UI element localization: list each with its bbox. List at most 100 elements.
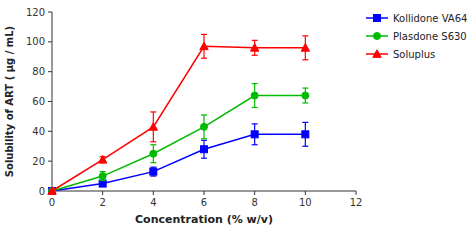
legend-swatch-marker (374, 33, 381, 40)
plot-area (48, 34, 310, 194)
y-tick (48, 12, 52, 13)
error-bar-cap (302, 122, 308, 123)
error-bar (302, 88, 308, 103)
data-point (251, 92, 258, 99)
y-tick (48, 41, 52, 42)
x-tick-label: 4 (150, 197, 156, 208)
error-bar (302, 122, 308, 146)
legend-item: Kollidone VA64 (366, 13, 467, 24)
x-tick-label: 10 (299, 197, 312, 208)
y-tick-label: 0 (39, 186, 45, 197)
data-point (150, 150, 157, 157)
legend-swatch-marker (374, 15, 381, 22)
data-point (99, 173, 106, 180)
x-tick-label: 6 (201, 197, 207, 208)
error-bar-cap (252, 123, 258, 124)
error-bar (252, 84, 258, 108)
y-tick-label: 20 (32, 156, 45, 167)
series-line (52, 96, 305, 191)
error-bar-cap (302, 146, 308, 147)
data-point (200, 42, 208, 50)
chart: 024681012020406080100120Concentration (%… (0, 0, 474, 231)
error-bar (252, 124, 258, 145)
data-point (99, 180, 106, 187)
error-bar-cap (201, 58, 207, 59)
error-bar-cap (201, 138, 207, 139)
y-tick-label: 60 (32, 96, 45, 107)
data-point (201, 123, 208, 130)
x-tick (305, 191, 306, 195)
legend-label: Soluplus (393, 49, 435, 60)
error-bar-cap (302, 35, 308, 36)
x-tick-label: 8 (251, 197, 257, 208)
error-bar-cap (252, 144, 258, 145)
error-bar-cap (150, 175, 156, 176)
x-tick (254, 191, 255, 195)
error-bar-cap (302, 59, 308, 60)
x-tick-label: 0 (49, 197, 55, 208)
x-tick-label: 2 (99, 197, 105, 208)
y-tick-label: 80 (32, 66, 45, 77)
series-line (52, 134, 305, 191)
error-bar-cap (201, 34, 207, 35)
legend: Kollidone VA64 Plasdone S630 Soluplus (366, 13, 467, 60)
y-tick (48, 131, 52, 132)
error-bar-cap (100, 180, 106, 181)
x-tick (153, 191, 154, 195)
error-bar-cap (201, 114, 207, 115)
error-bar-cap (150, 167, 156, 168)
data-point (250, 44, 258, 52)
data-point (98, 155, 106, 163)
data-point (302, 92, 309, 99)
data-point (149, 123, 157, 131)
data-point (201, 146, 208, 153)
y-tick (48, 101, 52, 102)
error-bar-cap (150, 111, 156, 112)
error-bar (201, 115, 207, 139)
legend-swatch-marker (373, 50, 381, 58)
data-point (48, 187, 56, 195)
series (49, 84, 309, 195)
legend-item: Soluplus (366, 49, 435, 60)
series (49, 122, 309, 194)
error-bar-cap (201, 158, 207, 159)
error-bar (201, 140, 207, 158)
error-bar-cap (252, 40, 258, 41)
error-bar-cap (201, 140, 207, 141)
error-bar-cap (100, 180, 106, 181)
x-axis-label: Concentration (% w/v) (135, 213, 273, 226)
y-tick-label: 100 (26, 36, 45, 47)
error-bar-cap (302, 87, 308, 88)
x-tick (204, 191, 205, 195)
data-point (150, 168, 157, 175)
error-bar-cap (100, 171, 106, 172)
x-tick (356, 191, 357, 195)
error-bar-cap (150, 141, 156, 142)
data-point (302, 131, 309, 138)
legend-label: Plasdone S630 (393, 31, 467, 42)
error-bar (150, 167, 156, 176)
data-point (251, 131, 258, 138)
error-bar-cap (252, 55, 258, 56)
error-bar-cap (252, 83, 258, 84)
y-tick (48, 161, 52, 162)
error-bar-cap (302, 102, 308, 103)
legend-item: Plasdone S630 (366, 31, 467, 42)
data-point (301, 44, 309, 52)
x-tick-label: 12 (350, 197, 363, 208)
y-tick (48, 71, 52, 72)
data-point (49, 188, 56, 195)
legend-label: Kollidone VA64 (393, 13, 467, 24)
x-tick (102, 191, 103, 195)
y-tick-label: 120 (26, 7, 45, 18)
data-point (49, 188, 56, 195)
error-bar-cap (150, 162, 156, 163)
error-bar-cap (252, 107, 258, 108)
axes: 024681012020406080100120 (26, 7, 362, 209)
y-tick-label: 40 (32, 126, 45, 137)
error-bar (100, 181, 106, 187)
error-bar-cap (150, 144, 156, 145)
y-axis-label: Solubility of ART ( μg / mL) (4, 26, 15, 177)
error-bar (150, 145, 156, 163)
series-line (52, 46, 305, 191)
